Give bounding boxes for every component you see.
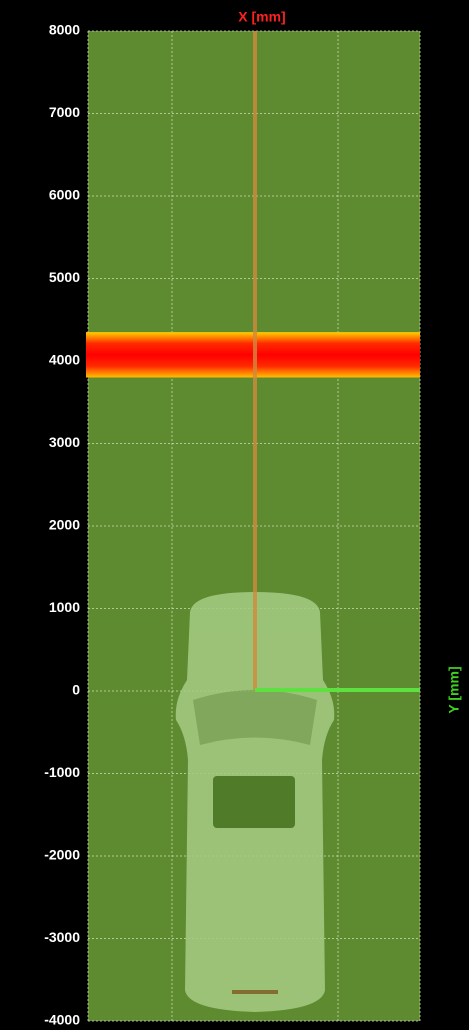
y-tick-label: 2000 — [49, 517, 80, 533]
y-tick-label: 4000 — [49, 352, 80, 368]
y-axis-label: Y [mm] — [446, 666, 462, 713]
y-tick-label: -1000 — [44, 764, 80, 780]
x-axis-label: X [mm] — [238, 9, 285, 25]
y-tick-label: 6000 — [49, 187, 80, 203]
y-tick-label: -3000 — [44, 929, 80, 945]
y-tick-label: 8000 — [49, 22, 80, 38]
y-tick-label: -4000 — [44, 1012, 80, 1028]
chart: X [mm] Y [mm] 8000 7000 6000 5000 4000 3000 20… — [0, 0, 469, 1030]
y-tick-label: 5000 — [49, 269, 80, 285]
y-tick-label: 0 — [72, 682, 80, 698]
y-tick-label: 7000 — [49, 104, 80, 120]
y-tick-label: 1000 — [49, 599, 80, 615]
y-tick-label: -2000 — [44, 847, 80, 863]
y-tick-label: 3000 — [49, 434, 80, 450]
